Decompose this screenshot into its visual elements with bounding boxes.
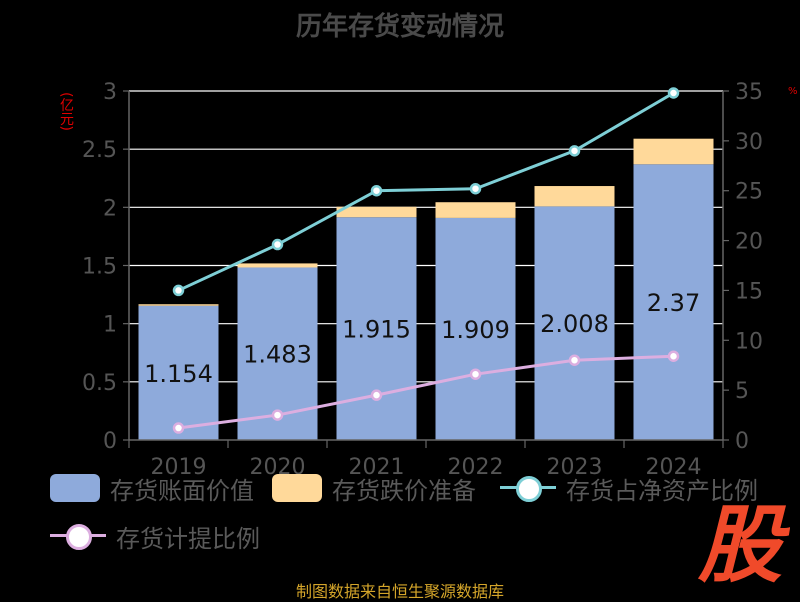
- point-series-3-2023: [568, 354, 581, 366]
- bar-value-label-2023: 2.008: [540, 310, 609, 338]
- left-tick-label-3: 1.5: [82, 255, 117, 280]
- bar-value-label-2021: 1.915: [342, 316, 411, 344]
- legend-label-provision-ratio: 存货计提比例: [116, 524, 260, 553]
- bar-impairment-2022: [435, 202, 516, 218]
- point-series-2-2019: [172, 284, 185, 297]
- legend-swatch-book-value: [50, 474, 100, 502]
- left-tick-label-1: 0.5: [82, 371, 117, 396]
- point-series-2-2023: [568, 145, 581, 157]
- x-tick-label-2024: 2024: [646, 455, 702, 480]
- legend-item-provision-ratio[interactable]: 存货计提比例: [50, 520, 260, 553]
- bar-book-value-2024: [633, 164, 714, 441]
- bar-value-label-2019: 1.154: [144, 360, 213, 388]
- line-series-3: [178, 354, 674, 430]
- right-tick-label-7: 35: [735, 80, 763, 105]
- line-series-2: [177, 91, 675, 292]
- right-tick-label-4: 20: [735, 230, 763, 255]
- bar-impairment-2024: [633, 138, 714, 165]
- left-tick-label-0: 0: [103, 429, 117, 454]
- right-tick-label-3: 15: [735, 279, 763, 304]
- watermark-glyph: 股: [697, 500, 790, 586]
- left-tick-label-5: 2.5: [82, 138, 117, 163]
- bar-impairment-2020: [237, 263, 318, 268]
- legend-label-ratio-net-assets: 存货占净资产比例: [566, 476, 758, 505]
- bar-impairment-2023: [534, 186, 615, 207]
- right-tick-label-5: 25: [735, 180, 763, 205]
- point-series-3-2020: [271, 409, 284, 421]
- chart-title: 历年存货变动情况: [295, 12, 504, 42]
- point-series-2-2022: [469, 182, 482, 195]
- bar-book-value-2021: [336, 217, 417, 440]
- left-tick-label-2: 1: [103, 313, 117, 338]
- right-tick-label-6: 30: [735, 130, 763, 155]
- bar-value-label-2024: 2.37: [647, 289, 700, 317]
- point-series-2-2020: [271, 238, 284, 251]
- bar-book-value-2022: [435, 217, 516, 440]
- left-tick-label-6: 3: [103, 80, 117, 105]
- point-series-3-2022: [469, 368, 482, 380]
- x-tick-label-2023: 2023: [547, 455, 603, 480]
- point-series-3-2024: [667, 350, 680, 362]
- legend-swatch-provision-ratio: [50, 522, 106, 550]
- left-axis-unit: (亿元): [58, 92, 74, 131]
- data-source: 制图数据来自恒生聚源数据库: [295, 582, 504, 601]
- bar-book-value-2023: [534, 206, 615, 440]
- bar-impairment-2019: [138, 304, 219, 306]
- legend-item-ratio-net-assets[interactable]: 存货占净资产比例: [500, 472, 758, 505]
- legend-swatch-impairment: [272, 474, 322, 502]
- bar-value-label-2020: 1.483: [243, 341, 312, 369]
- point-series-3-2021: [370, 389, 383, 401]
- right-axis-unit: %: [788, 86, 798, 97]
- legend-item-book-value[interactable]: 存货账面价值: [50, 472, 254, 505]
- watermark-logo: 股: [697, 500, 790, 586]
- legend-swatch-ratio-net-assets: [500, 474, 556, 502]
- legend-item-impairment[interactable]: 存货跌价准备: [272, 472, 476, 505]
- legend-label-impairment: 存货跌价准备: [332, 476, 476, 505]
- x-tick-label-2021: 2021: [349, 455, 405, 480]
- right-tick-label-2: 10: [735, 329, 763, 354]
- right-tick-label-0: 0: [735, 429, 749, 454]
- bar-impairment-2021: [336, 206, 417, 218]
- x-tick-label-2022: 2022: [448, 455, 504, 480]
- left-tick-label-4: 2: [103, 196, 117, 221]
- point-series-2-2024: [667, 87, 680, 99]
- point-series-2-2021: [370, 184, 383, 197]
- x-tick-label-2019: 2019: [151, 455, 207, 480]
- bar-value-label-2022: 1.909: [441, 316, 510, 344]
- right-tick-label-1: 5: [735, 379, 749, 404]
- legend-label-book-value: 存货账面价值: [110, 476, 254, 505]
- point-series-3-2019: [172, 422, 185, 434]
- bar-book-value-2019: [138, 305, 219, 440]
